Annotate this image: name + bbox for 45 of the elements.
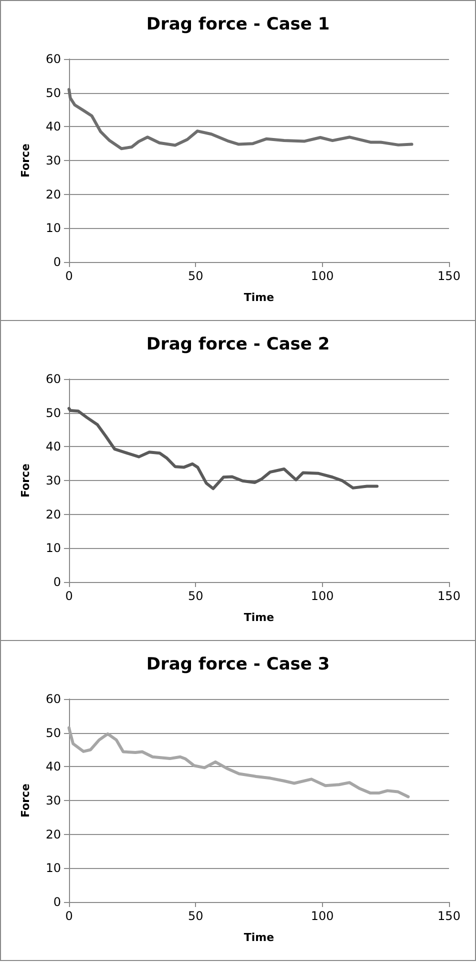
x-tick-label: 150 bbox=[438, 269, 460, 283]
y-tick-label: 10 bbox=[46, 541, 61, 556]
x-axis-title: Time bbox=[244, 291, 274, 304]
y-tick-label: 40 bbox=[46, 440, 61, 454]
y-tick-label: 40 bbox=[46, 760, 61, 774]
x-tick-label: 50 bbox=[188, 589, 204, 603]
line-series bbox=[68, 88, 414, 150]
x-tick-label: 100 bbox=[310, 269, 334, 283]
y-tick-label: 20 bbox=[46, 507, 61, 522]
y-tick-label: 30 bbox=[46, 794, 61, 808]
y-axis-title: Force bbox=[19, 463, 32, 498]
y-tick-label: 50 bbox=[46, 406, 61, 420]
x-tick-label: 0 bbox=[65, 589, 73, 603]
y-tick-label: 20 bbox=[46, 827, 61, 842]
y-tick-label: 50 bbox=[46, 726, 61, 740]
y-tick-label: 0 bbox=[53, 575, 61, 589]
chart-title: Drag force - Case 3 bbox=[146, 654, 330, 674]
x-tick-label: 0 bbox=[65, 909, 73, 923]
x-tick-label: 100 bbox=[310, 589, 334, 603]
y-tick-label: 60 bbox=[46, 52, 61, 66]
y-tick-label: 40 bbox=[46, 120, 61, 134]
x-tick-label: 150 bbox=[438, 589, 460, 603]
x-tick-label: 150 bbox=[438, 909, 460, 923]
y-axis-title: Force bbox=[19, 783, 32, 818]
y-tick-label: 30 bbox=[46, 154, 61, 168]
x-tick-label: 100 bbox=[310, 909, 334, 923]
y-tick-label: 30 bbox=[46, 474, 61, 488]
x-axis-title: Time bbox=[244, 611, 274, 624]
y-tick-label: 10 bbox=[46, 221, 61, 236]
x-tick-label: 0 bbox=[65, 269, 73, 283]
chart-title: Drag force - Case 2 bbox=[146, 334, 330, 354]
line-series bbox=[68, 406, 379, 490]
y-tick-label: 50 bbox=[46, 86, 61, 100]
y-tick-label: 10 bbox=[46, 861, 61, 876]
x-tick-label: 50 bbox=[188, 269, 204, 283]
y-tick-label: 0 bbox=[53, 255, 61, 269]
x-tick-label: 50 bbox=[188, 909, 204, 923]
y-tick-label: 60 bbox=[46, 692, 61, 706]
y-tick-label: 0 bbox=[53, 895, 61, 909]
line-series bbox=[68, 726, 410, 798]
y-tick-label: 60 bbox=[46, 372, 61, 386]
y-tick-label: 20 bbox=[46, 187, 61, 202]
y-axis-title: Force bbox=[19, 143, 32, 178]
chart-title: Drag force - Case 1 bbox=[146, 14, 330, 34]
x-axis-title: Time bbox=[244, 931, 274, 944]
